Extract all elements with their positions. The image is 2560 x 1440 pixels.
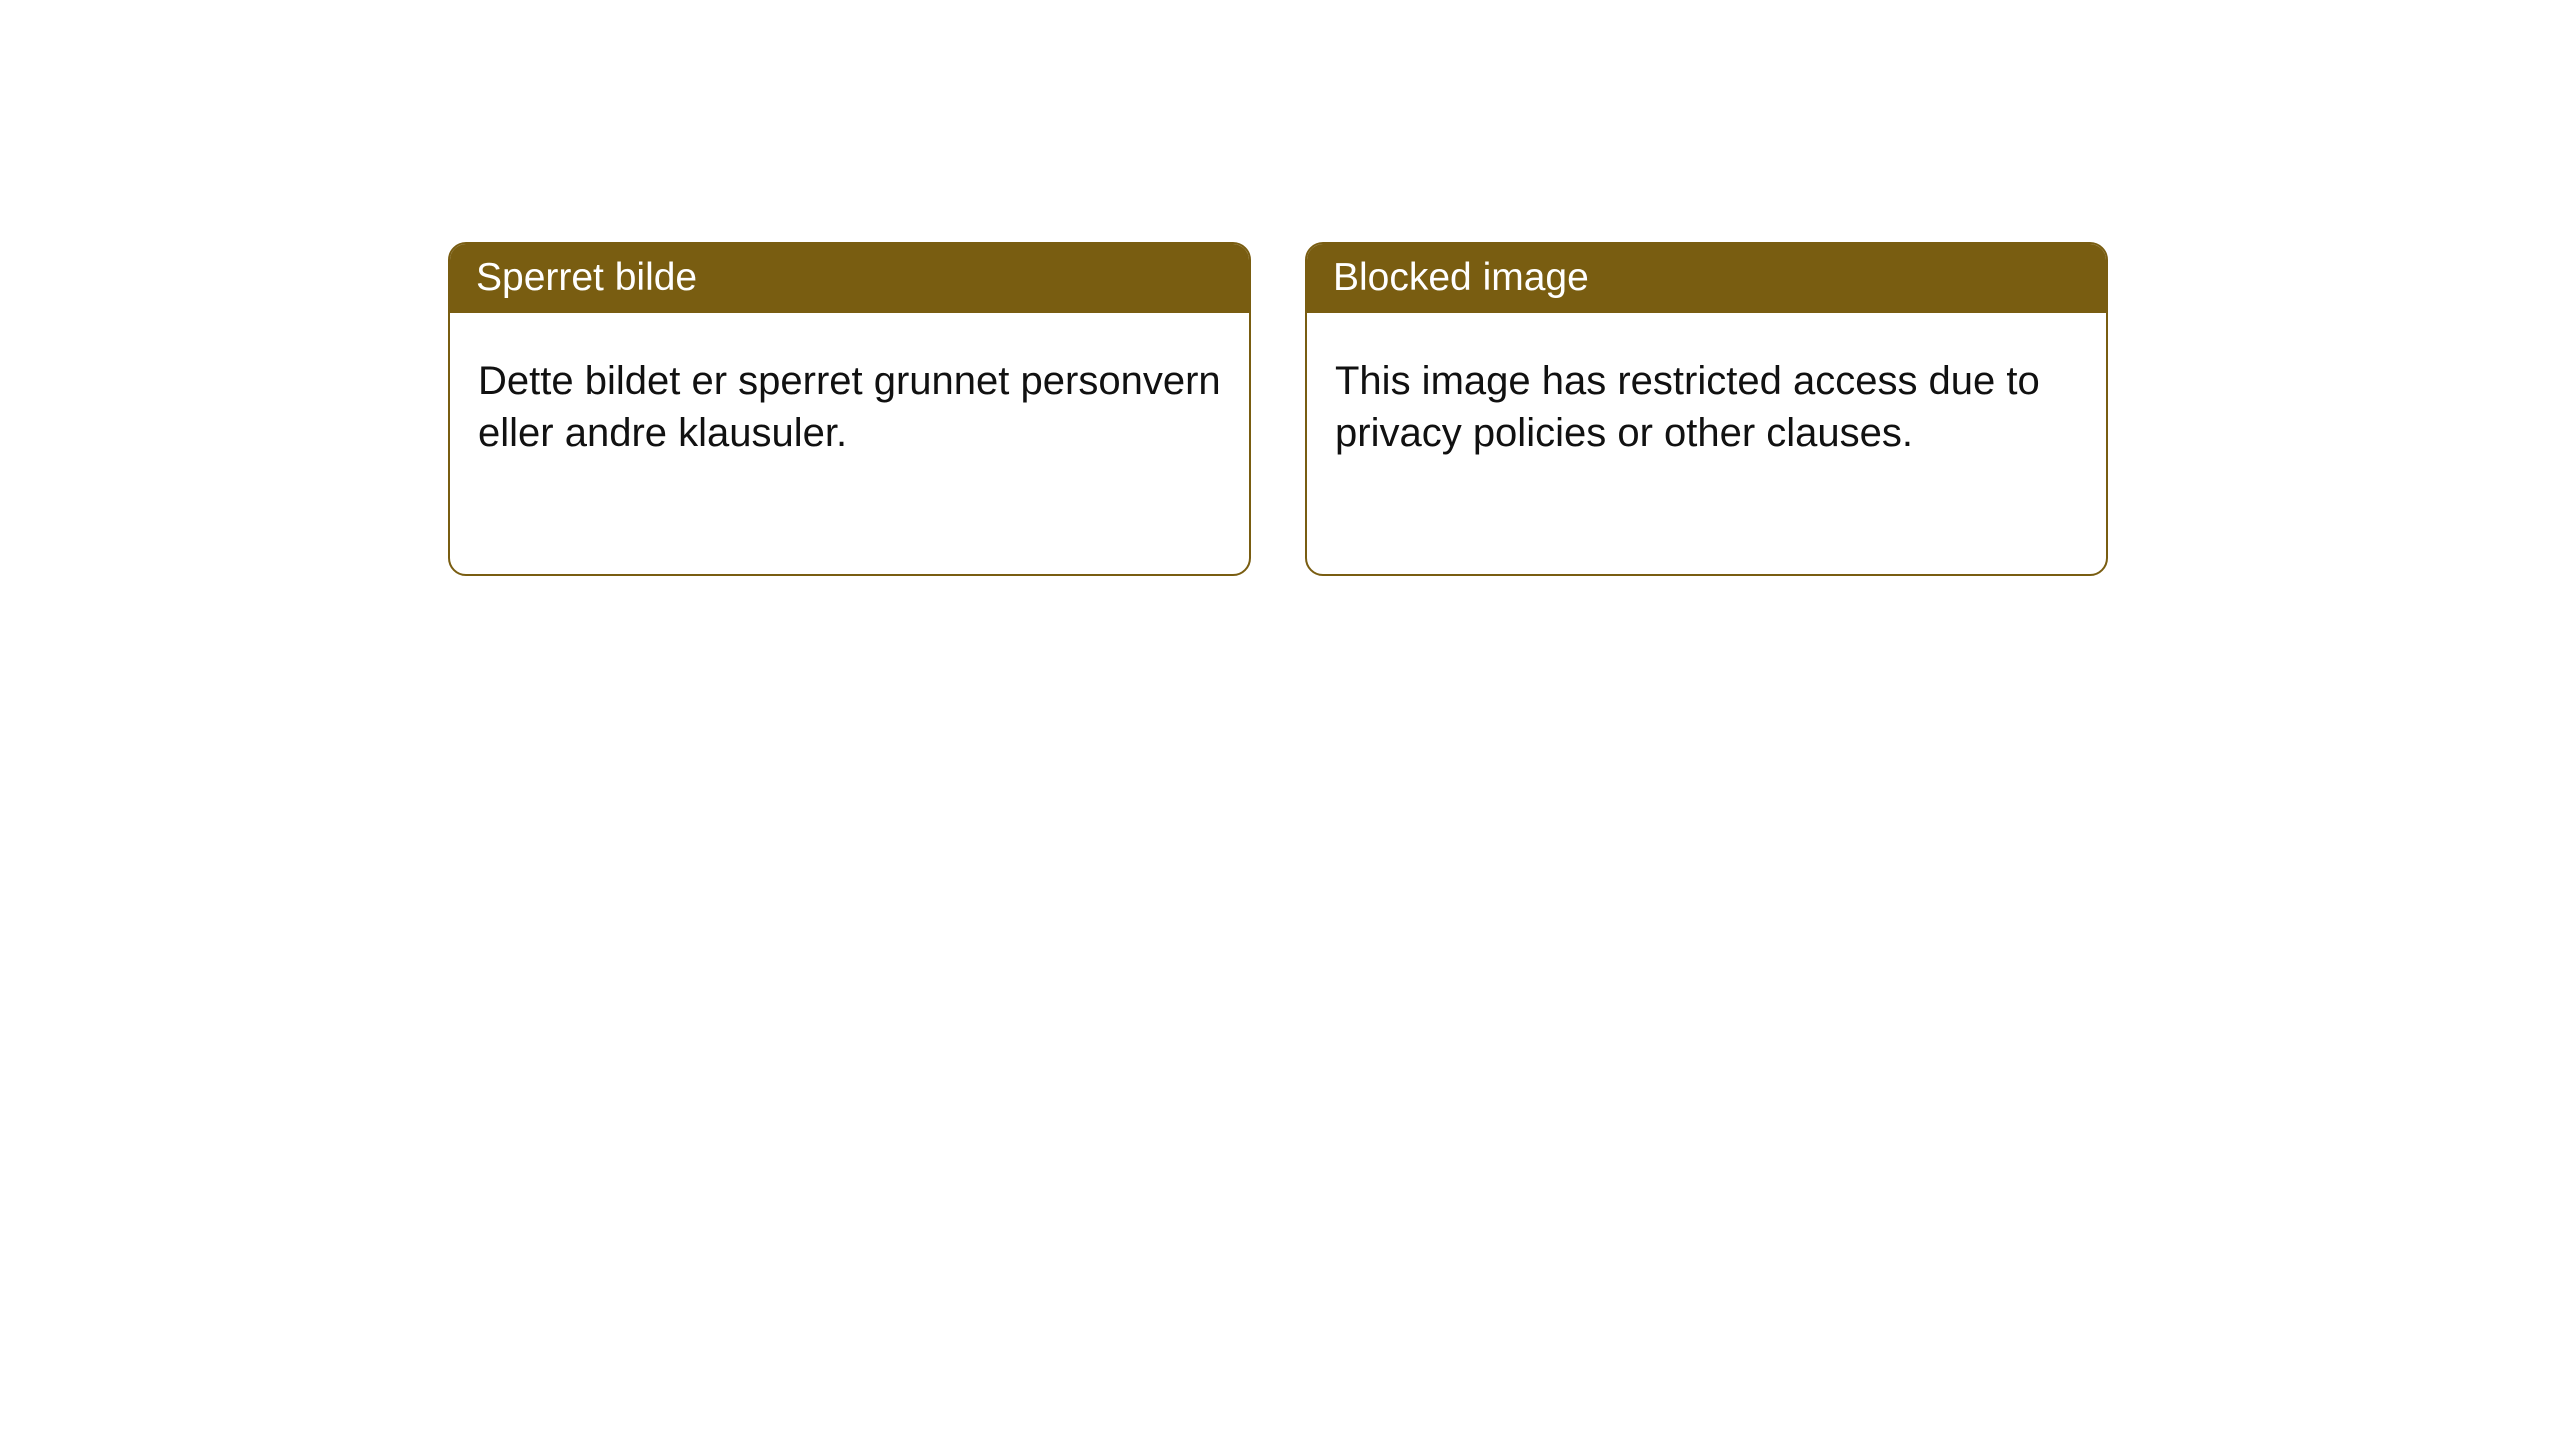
notice-body-en: This image has restricted access due to … xyxy=(1307,313,2106,487)
notice-card-en: Blocked image This image has restricted … xyxy=(1305,242,2108,576)
notice-body-no: Dette bildet er sperret grunnet personve… xyxy=(450,313,1249,487)
notice-card-no: Sperret bilde Dette bildet er sperret gr… xyxy=(448,242,1251,576)
notice-header-no: Sperret bilde xyxy=(450,244,1249,313)
notice-header-en: Blocked image xyxy=(1307,244,2106,313)
notice-container: Sperret bilde Dette bildet er sperret gr… xyxy=(448,242,2108,576)
